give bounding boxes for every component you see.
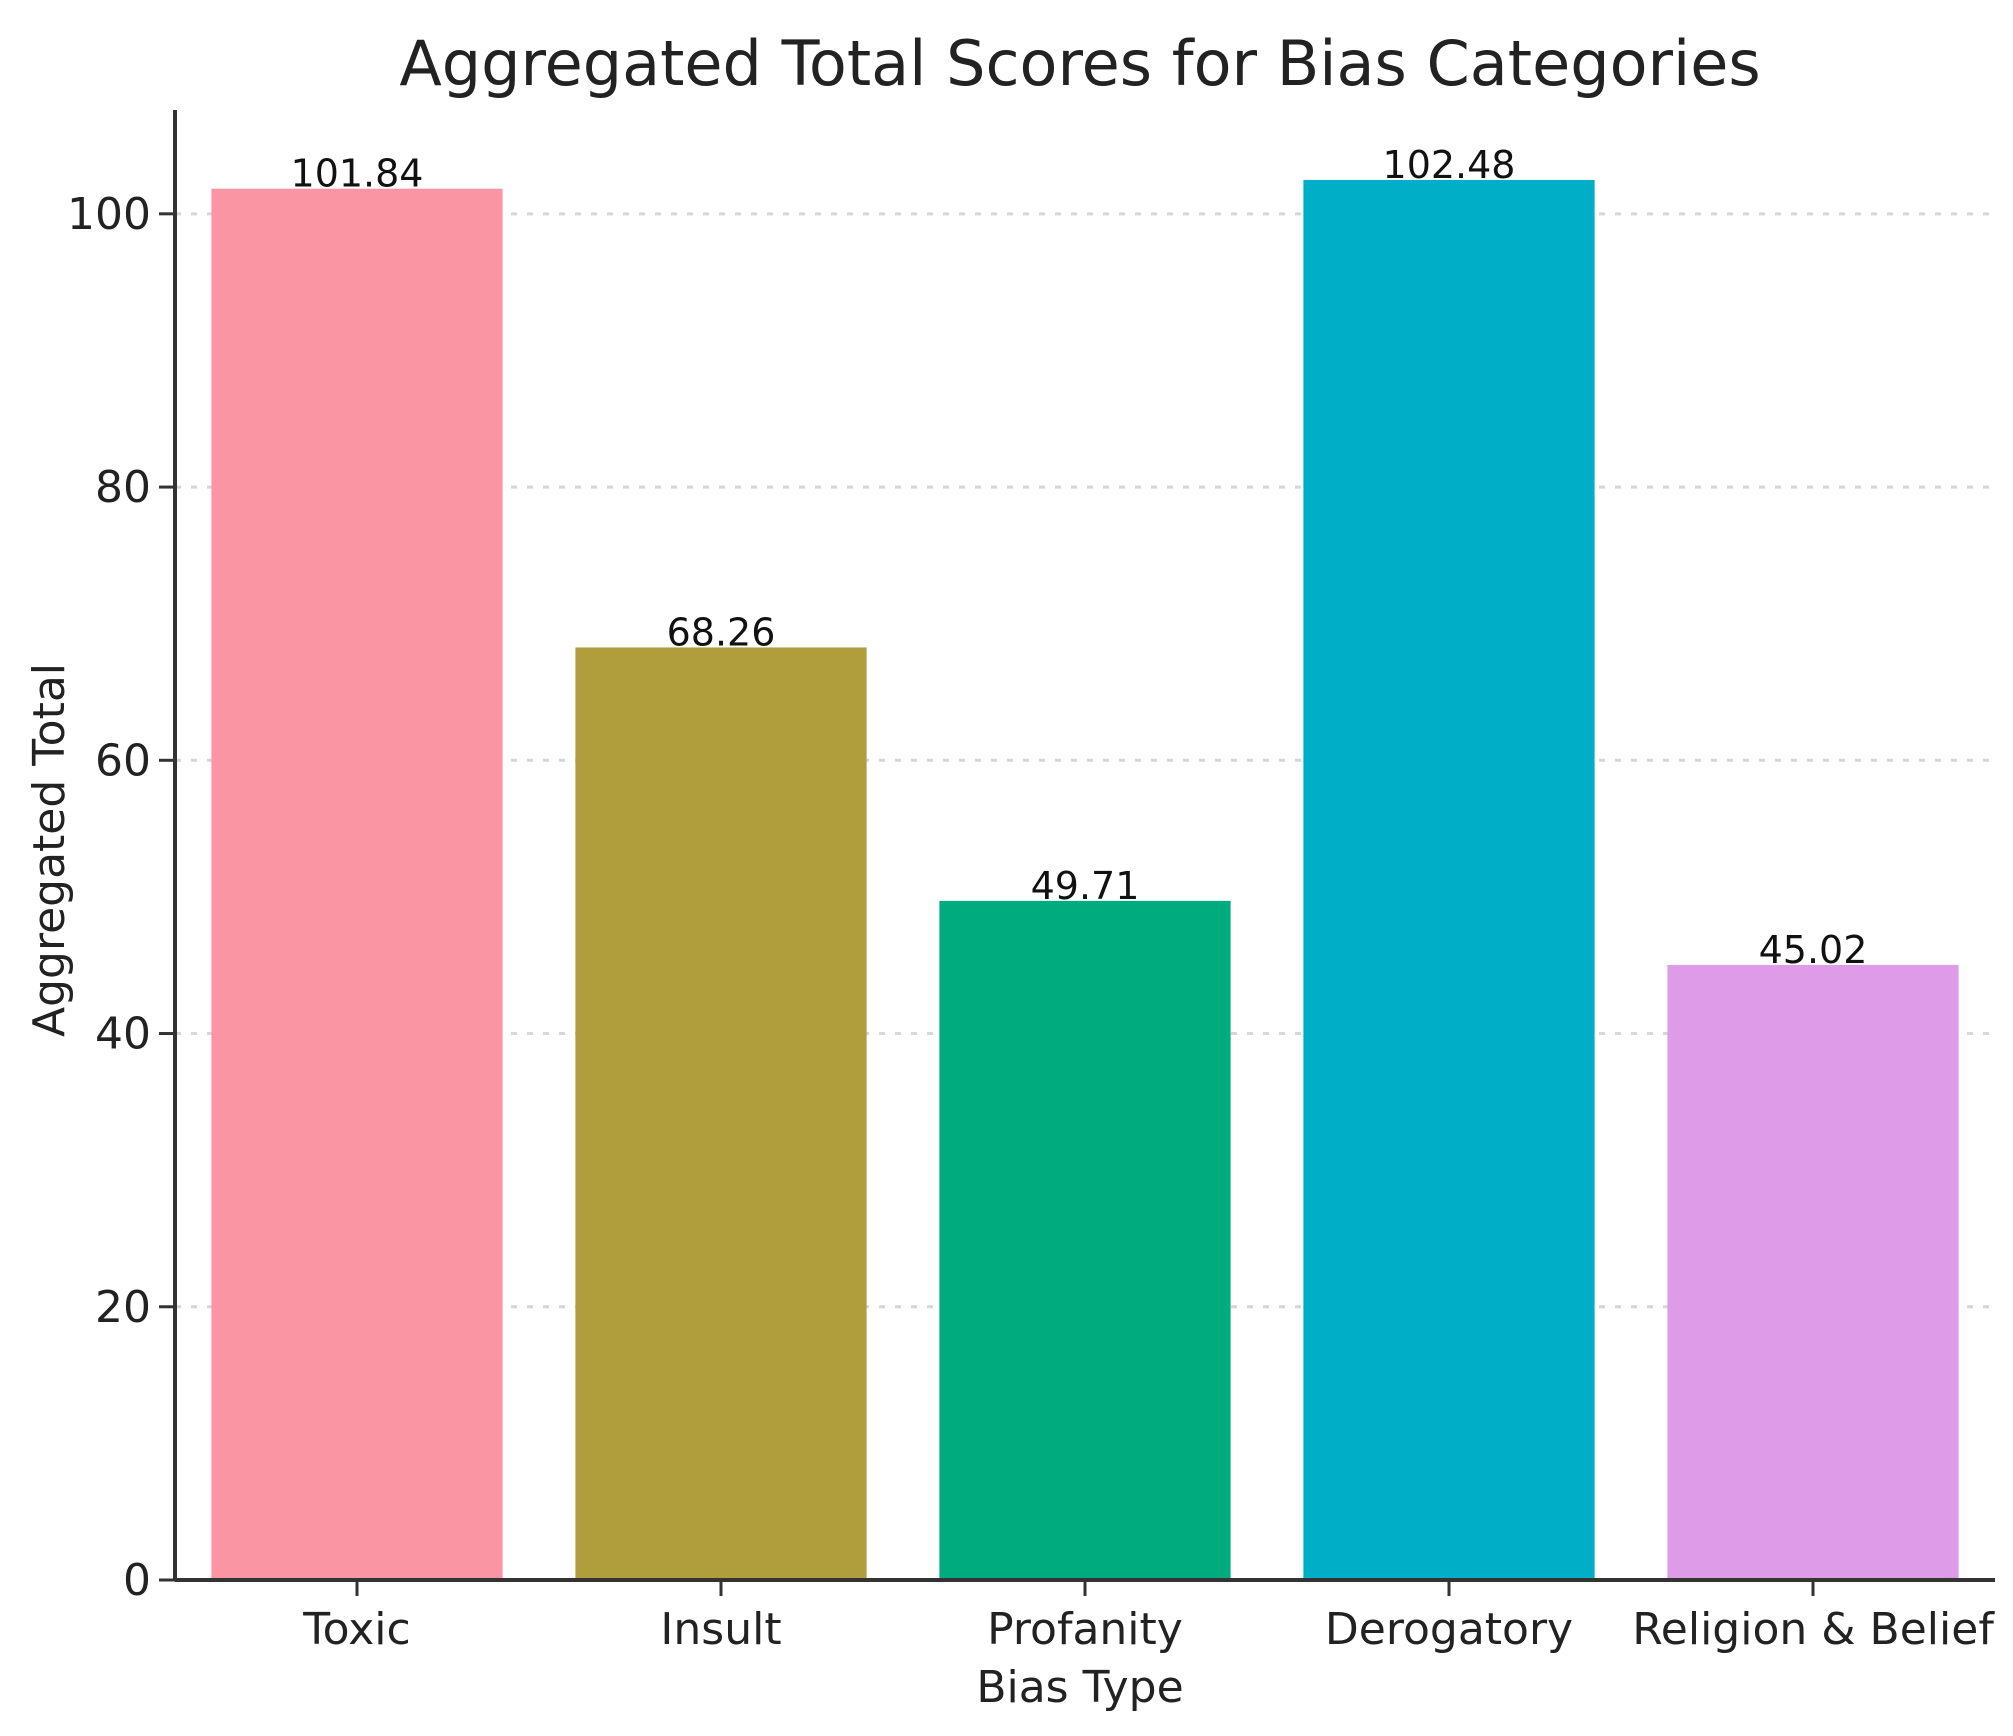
bar-value-label-insult: 68.26 [667,610,776,654]
x-axis-ticks: Toxic Insult Profanity Derogatory Religion &… [302,1580,1995,1655]
y-tick-label-0: 0 [123,1555,151,1606]
y-tick-label-60: 60 [95,735,151,786]
y-axis-label: Aggregated Total [24,663,75,1037]
bar-value-label-profanity: 49.71 [1031,864,1140,908]
y-tick-label-100: 100 [67,189,151,240]
bar-profanity [939,900,1231,1580]
bar-value-labels: 101.84 68.26 49.71 102.48 45.02 [291,143,1868,972]
bar-religion-belief [1667,964,1959,1580]
chart-title: Aggregated Total Scores for Bias Categor… [399,27,1760,100]
y-tick-label-80: 80 [95,462,151,513]
bar-toxic [211,188,503,1581]
x-tick-label-religion-belief: Religion & Belief [1632,1604,1995,1655]
y-tick-label-20: 20 [95,1282,151,1333]
x-tick-label-toxic: Toxic [302,1604,410,1655]
bar-derogatory [1303,179,1595,1580]
bar-value-label-toxic: 101.84 [291,152,424,196]
x-axis-label: Bias Type [976,1662,1183,1713]
bar-insult [575,647,867,1580]
x-tick-label-derogatory: Derogatory [1325,1604,1573,1655]
bars [211,179,1959,1581]
x-tick-label-insult: Insult [660,1604,781,1655]
y-tick-label-40: 40 [95,1009,151,1060]
bar-value-label-religion-belief: 45.02 [1759,928,1868,972]
bar-value-label-derogatory: 102.48 [1383,143,1516,187]
y-axis-ticks: 0 20 40 60 80 100 [67,189,175,1606]
x-tick-label-profanity: Profanity [987,1604,1183,1655]
